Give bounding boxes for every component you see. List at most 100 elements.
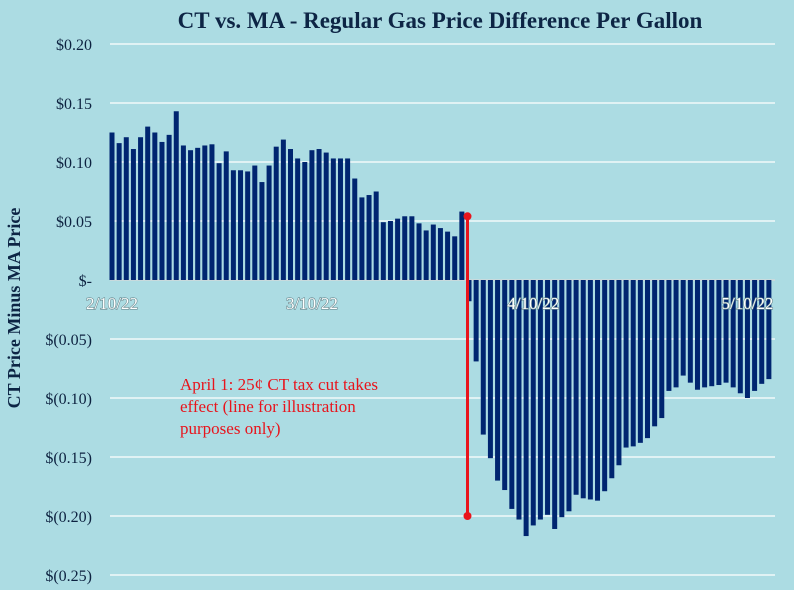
- bar: [630, 280, 636, 447]
- bar: [430, 224, 436, 280]
- bar: [730, 280, 736, 388]
- bar: [680, 280, 686, 376]
- bar: [716, 280, 722, 386]
- bar: [766, 280, 772, 380]
- bar: [195, 147, 201, 280]
- bar: [709, 280, 715, 387]
- bar: [723, 280, 729, 383]
- bar: [402, 216, 408, 280]
- bar: [473, 280, 479, 362]
- bar: [352, 178, 358, 280]
- bar: [173, 111, 179, 280]
- bar: [530, 280, 536, 526]
- bar: [495, 280, 501, 481]
- bar: [573, 280, 579, 495]
- bar: [645, 280, 650, 439]
- bar: [687, 280, 693, 383]
- bar: [309, 150, 315, 280]
- bars: [109, 111, 772, 537]
- bar: [323, 152, 329, 280]
- bar: [166, 134, 172, 280]
- bar: [759, 280, 765, 384]
- bar: [445, 231, 451, 280]
- bar: [452, 236, 458, 280]
- bar: [480, 280, 486, 435]
- marker-end-dot: [463, 212, 472, 221]
- y-axis-ticks: $0.20 $0.15 $0.10 $0.05 $- $(0.05) $(0.10) $(0.…: [45, 37, 92, 585]
- bar: [138, 137, 144, 280]
- bar: [637, 280, 643, 443]
- x-axis-ticks: 2/10/22 3/10/22 4/10/22 5/10/22: [85, 293, 774, 313]
- bar: [516, 280, 522, 520]
- bar: [316, 149, 322, 280]
- bar: [109, 132, 115, 280]
- annotation-text: purposes only): [180, 419, 281, 438]
- bar: [537, 280, 543, 520]
- bar: [159, 141, 165, 280]
- bar: [395, 218, 401, 280]
- bar: [130, 149, 136, 280]
- bar: [559, 280, 565, 518]
- x-tick-label: 3/10/22: [286, 294, 338, 313]
- bar: [252, 165, 258, 280]
- annotation: April 1: 25¢ CT tax cut takes effect (lin…: [180, 212, 472, 520]
- bar: [302, 162, 308, 280]
- x-tick-label: 2/10/22: [86, 294, 138, 313]
- bar: [587, 280, 593, 500]
- bar: [409, 216, 415, 280]
- bar: [659, 280, 665, 419]
- y-tick-label: $(0.25): [45, 568, 92, 585]
- bar: [666, 280, 672, 391]
- y-tick-label: $(0.20): [45, 509, 92, 526]
- bar: [502, 280, 508, 491]
- bar: [209, 144, 215, 280]
- bar: [744, 280, 750, 398]
- bar: [652, 280, 658, 427]
- bar: [737, 280, 743, 394]
- annotation-text: April 1: 25¢ CT tax cut takes: [180, 375, 378, 394]
- bar: [273, 146, 279, 280]
- bar: [280, 139, 286, 280]
- y-axis-label: CT Price Minus MA Price: [4, 208, 24, 409]
- bar: [487, 280, 493, 459]
- bar: [602, 280, 608, 492]
- bar: [188, 150, 194, 280]
- bar: [373, 191, 379, 280]
- x-tick-label: 5/10/22: [721, 294, 773, 313]
- y-tick-label: $(0.05): [45, 332, 92, 349]
- x-tick-label: 4/10/22: [507, 294, 559, 313]
- bar: [616, 280, 622, 466]
- bar: [580, 280, 586, 499]
- bar: [366, 195, 372, 280]
- bar: [216, 163, 222, 280]
- bar: [752, 280, 758, 391]
- bar: [609, 280, 615, 479]
- bar: [223, 151, 229, 280]
- bar: [566, 280, 572, 512]
- bar: [123, 137, 129, 280]
- bar: [437, 228, 443, 280]
- bar: [380, 222, 386, 280]
- bar: [387, 221, 393, 280]
- y-tick-label: $(0.10): [45, 391, 92, 408]
- bar: [202, 145, 208, 280]
- bar: [359, 197, 365, 280]
- bar: [295, 158, 301, 280]
- bar: [145, 126, 151, 280]
- bar: [230, 170, 236, 280]
- marker-end-dot: [463, 512, 472, 520]
- bar: [259, 182, 265, 280]
- annotation-text: effect (line for illustration: [180, 397, 356, 416]
- y-tick-label: $0.10: [56, 155, 92, 172]
- bar: [509, 280, 515, 509]
- bar: [673, 280, 679, 388]
- y-tick-label: $0.20: [56, 37, 92, 54]
- y-tick-label: $0.15: [56, 96, 92, 113]
- bar: [180, 145, 186, 280]
- y-tick-label: $(0.15): [45, 450, 92, 467]
- bar: [523, 280, 529, 537]
- bar: [459, 211, 465, 280]
- y-tick-label: $0.05: [56, 214, 92, 231]
- bar: [152, 132, 158, 280]
- bar: [116, 143, 122, 280]
